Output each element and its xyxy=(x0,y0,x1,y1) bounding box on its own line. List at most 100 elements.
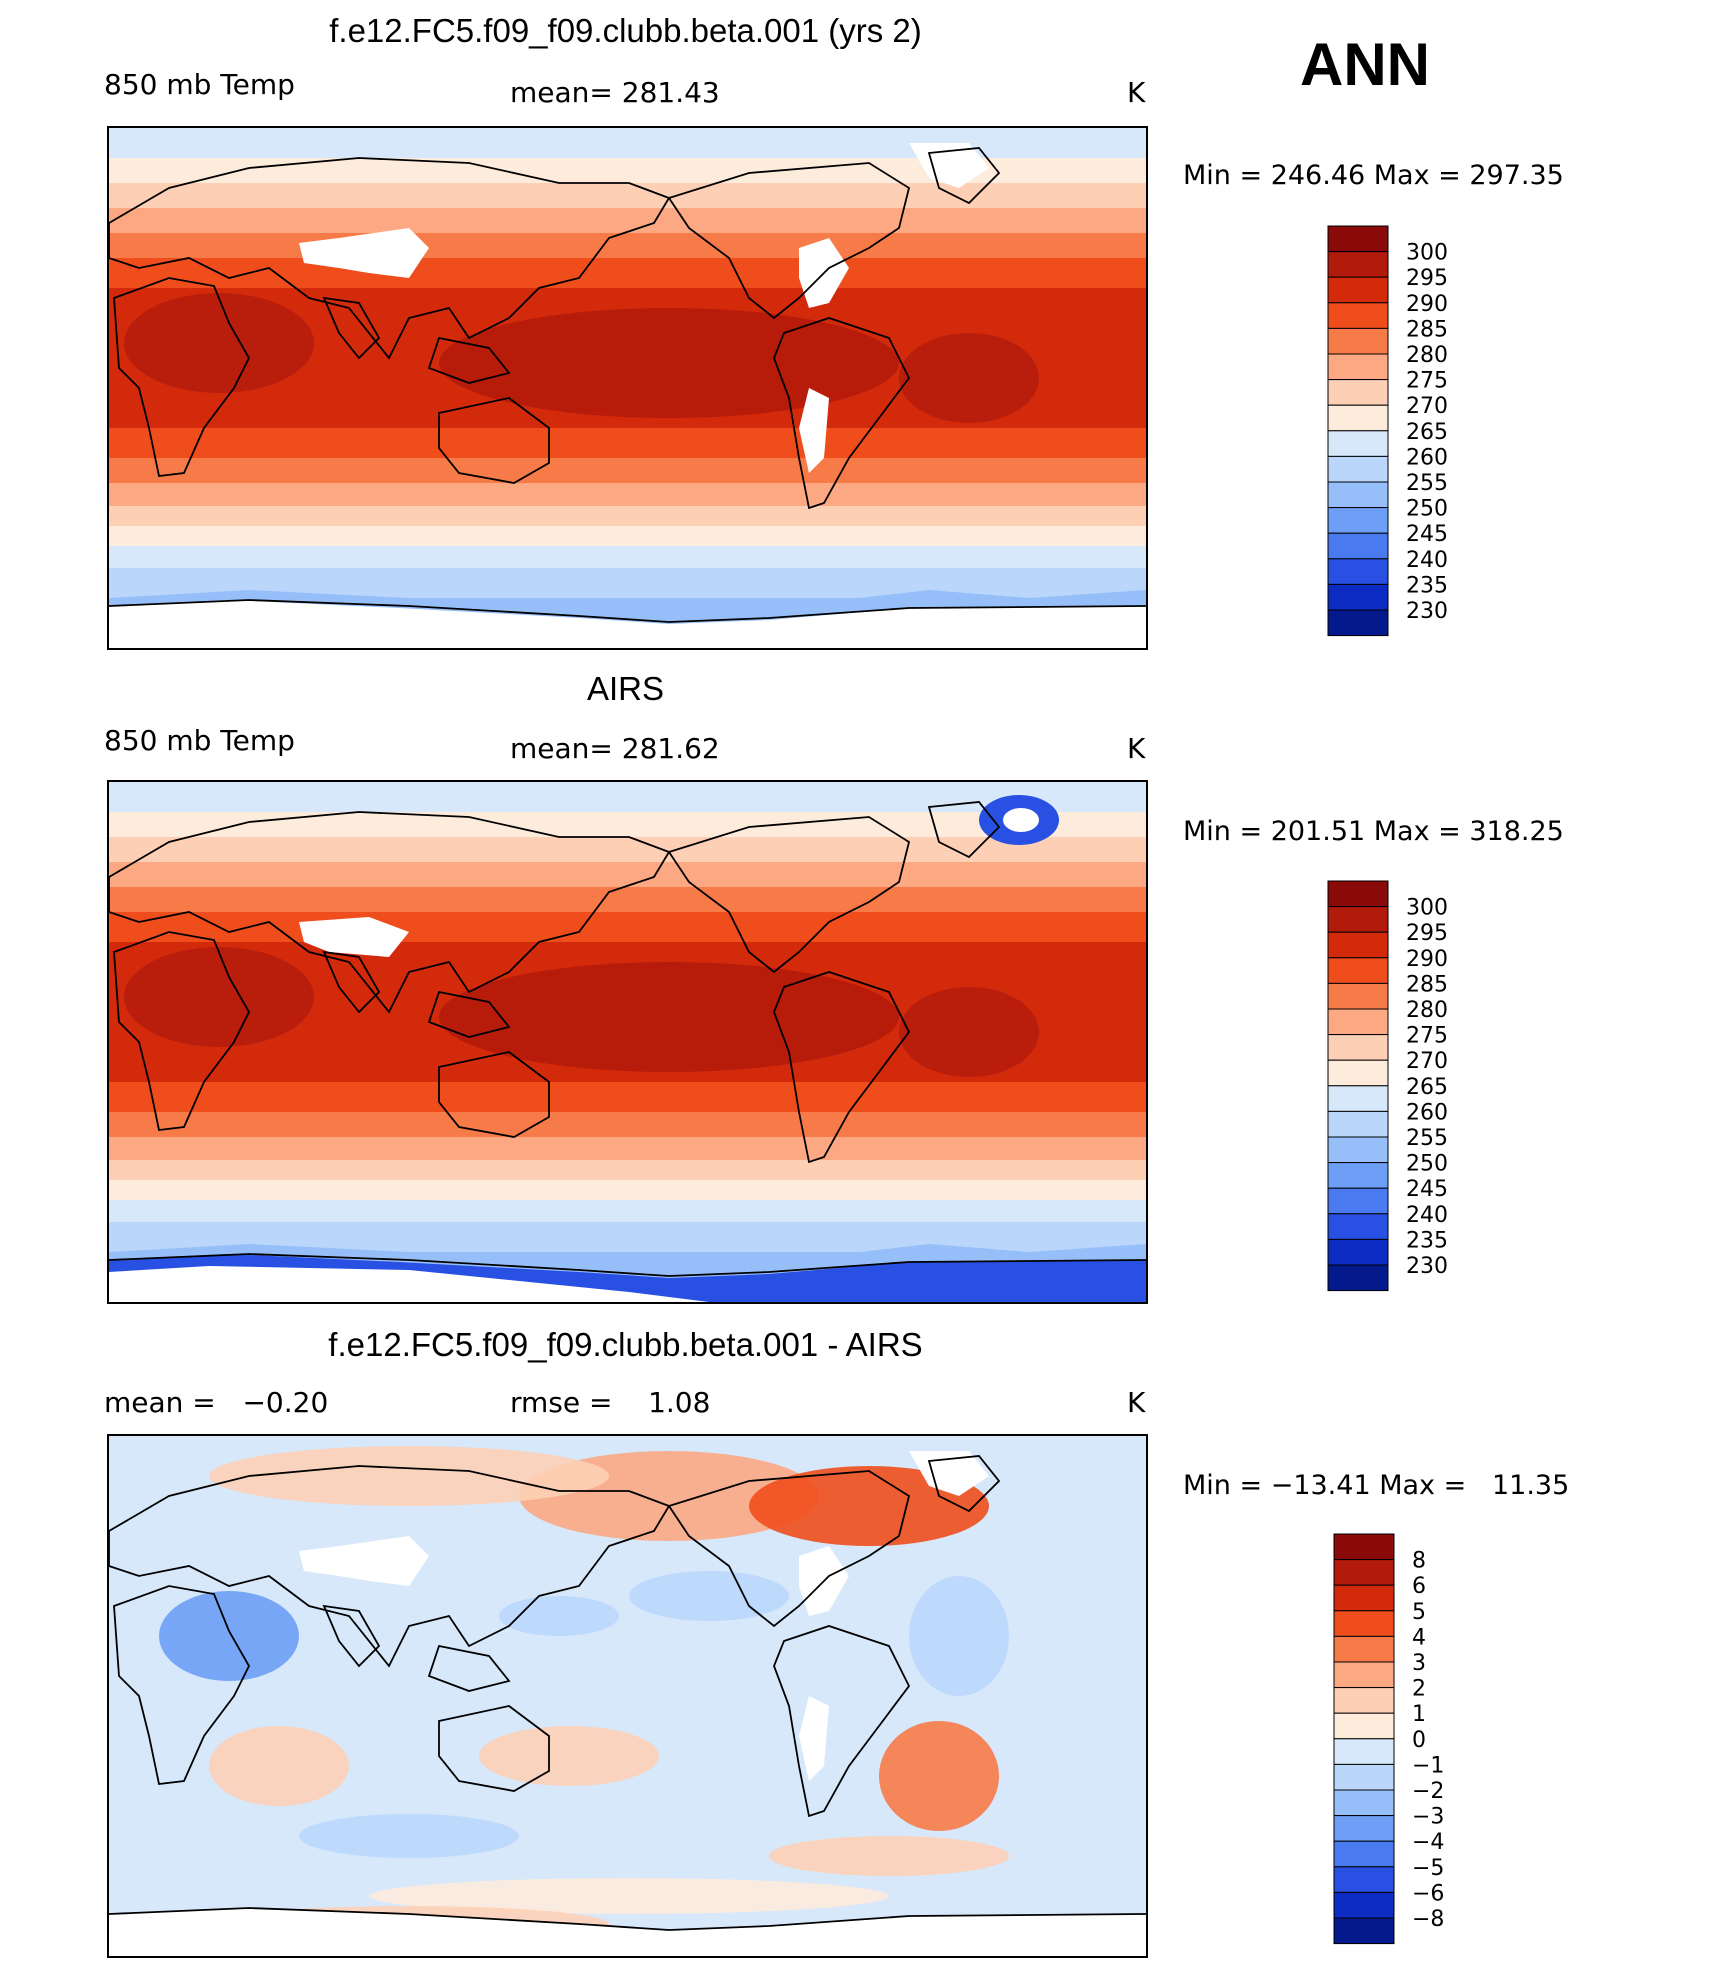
panel2-colorbar-tick-label: 250 xyxy=(1406,1152,1448,1177)
panel3-minmax: Min = −13.41 Max = 11.35 xyxy=(1183,1470,1570,1501)
panel1-colorbar-swatch xyxy=(1327,225,1389,253)
temperature-band xyxy=(109,1082,1146,1113)
temperature-band xyxy=(109,862,1146,888)
coastline xyxy=(427,1644,511,1692)
panel1-colorbar-tick-label: 295 xyxy=(1406,266,1448,291)
panel2-colorbar-swatch xyxy=(1327,1136,1389,1164)
missing-data-mask xyxy=(299,228,429,278)
panel3-colorbar-swatch xyxy=(1333,1584,1395,1612)
coastline xyxy=(322,1604,381,1668)
panel3-colorbar-tick-label: 2 xyxy=(1412,1677,1426,1702)
panel3-colorbar-tick-label: −8 xyxy=(1412,1907,1444,1932)
coastline xyxy=(927,1455,1001,1513)
panel2-colorbar-swatch xyxy=(1327,1059,1389,1087)
temperature-band xyxy=(109,483,1146,507)
panel3-colorbar: 8 6 5 4 3 2 1 0 −1 −2 −3 −4 −5 −6 −8 xyxy=(1333,1533,1494,1954)
temperature-band xyxy=(109,1137,1146,1161)
temperature-band xyxy=(109,812,1146,838)
panel1-colorbar-swatch xyxy=(1327,251,1389,278)
panel2-colorbar-swatch xyxy=(1327,1110,1389,1138)
temperature-band xyxy=(109,1180,1146,1201)
panel1-colorbar-swatch xyxy=(1327,455,1389,483)
panel2-colorbar-swatch xyxy=(1327,1034,1389,1061)
panel2-colorbar-swatch xyxy=(1327,957,1389,984)
panel2-colorbar-swatch xyxy=(1327,906,1389,933)
panel2-colorbar-swatch xyxy=(1327,1213,1389,1240)
panel3-colorbar-swatch xyxy=(1333,1533,1395,1561)
panel3-colorbar-swatch xyxy=(1333,1712,1395,1740)
coastline xyxy=(773,1625,911,1818)
panel2-colorbar-tick-label: 275 xyxy=(1406,1024,1448,1049)
diff-anomaly-region xyxy=(159,1591,299,1681)
panel1-colorbar-tick-label: 280 xyxy=(1406,343,1448,368)
panel3-mean-label: mean = −0.20 xyxy=(104,1386,329,1419)
coastline xyxy=(927,801,1001,859)
panel2-colorbar-swatch xyxy=(1327,1264,1389,1292)
coastline xyxy=(427,990,511,1038)
temperature-band xyxy=(109,128,1146,159)
panel2-colorbar-swatch xyxy=(1327,1162,1389,1189)
panel1-colorbar-swatch xyxy=(1327,532,1389,560)
panel1-title: f.e12.FC5.f09_f09.clubb.beta.001 (yrs 2) xyxy=(329,12,922,49)
panel2-colorbar-tick-label: 280 xyxy=(1406,998,1448,1023)
temperature-band xyxy=(109,912,1146,943)
panel3-colorbar-tick-label: 3 xyxy=(1412,1651,1426,1676)
panel2-minmax: Min = 201.51 Max = 318.25 xyxy=(1183,816,1564,847)
panel3-map xyxy=(107,1434,1148,1958)
panel3-colorbar-swatch xyxy=(1333,1559,1395,1586)
panel2-colorbar-swatch xyxy=(1327,1085,1389,1112)
panel2-colorbar-swatch xyxy=(1327,931,1389,959)
panel1-colorbar-swatch xyxy=(1327,353,1389,381)
coastline xyxy=(667,816,911,974)
panel2-colorbar-swatch xyxy=(1327,880,1389,908)
temperature-band xyxy=(109,208,1146,234)
antarctica xyxy=(109,1908,1146,1956)
coastline xyxy=(667,1470,911,1628)
panel2-colorbar-tick-label: 245 xyxy=(1406,1177,1448,1202)
warm-region xyxy=(899,333,1039,423)
coastline xyxy=(109,1253,1146,1277)
panel1-left-label: 850 mb Temp xyxy=(104,68,295,101)
coastline xyxy=(322,950,381,1014)
temperature-band xyxy=(109,258,1146,289)
temperature-band xyxy=(109,526,1146,547)
panel1-minmax: Min = 246.46 Max = 297.35 xyxy=(1183,160,1564,191)
panel2-title: AIRS xyxy=(586,670,665,707)
missing-data-mask xyxy=(1003,808,1039,832)
panel1-colorbar-tick-label: 275 xyxy=(1406,369,1448,394)
panel1-colorbar-swatch xyxy=(1327,609,1389,637)
panel2-left-label: 850 mb Temp xyxy=(104,724,295,757)
panel3-colorbar-tick-label: −2 xyxy=(1412,1779,1444,1804)
coastline xyxy=(438,1705,550,1792)
coastline xyxy=(773,317,911,510)
panel3-colorbar-swatch xyxy=(1333,1635,1395,1663)
warm-pool xyxy=(439,962,899,1072)
temperature-band xyxy=(109,782,1146,813)
panel2-colorbar-swatch xyxy=(1327,1238,1389,1266)
coastline xyxy=(667,162,911,320)
panel2-mean-label: mean= 281.62 xyxy=(510,732,720,765)
panel3-colorbar-tick-label: 4 xyxy=(1412,1625,1426,1650)
panel3-colorbar-swatch xyxy=(1333,1687,1395,1714)
panel2-colorbar: 300 295 290 285 280 275 270 265 260 255 250 245 240 2… xyxy=(1327,880,1488,1301)
diff-anomaly-region xyxy=(299,1814,519,1858)
coastline xyxy=(109,1907,1146,1931)
panel1-colorbar-swatch xyxy=(1327,302,1389,329)
coastline xyxy=(438,397,550,484)
panel1-colorbar-swatch xyxy=(1327,276,1389,304)
panel2-colorbar-swatch xyxy=(1327,1008,1389,1036)
panel1-colorbar-swatch xyxy=(1327,481,1389,509)
missing-data-mask xyxy=(299,917,409,957)
temperature-band xyxy=(109,428,1146,459)
diff-anomaly-region xyxy=(909,1576,1009,1696)
panel1-colorbar-swatch xyxy=(1327,430,1389,457)
panel2-colorbar-tick-label: 270 xyxy=(1406,1049,1448,1074)
warm-region xyxy=(124,293,314,393)
panel2-colorbar-tick-label: 230 xyxy=(1406,1254,1448,1279)
temperature-band xyxy=(109,506,1146,527)
panel2-colorbar-tick-label: 300 xyxy=(1406,896,1448,921)
temperature-band xyxy=(109,837,1146,863)
missing-data-mask xyxy=(299,1536,429,1586)
panel1-colorbar-swatch xyxy=(1327,404,1389,432)
panel2-colorbar-tick-label: 255 xyxy=(1406,1126,1448,1151)
